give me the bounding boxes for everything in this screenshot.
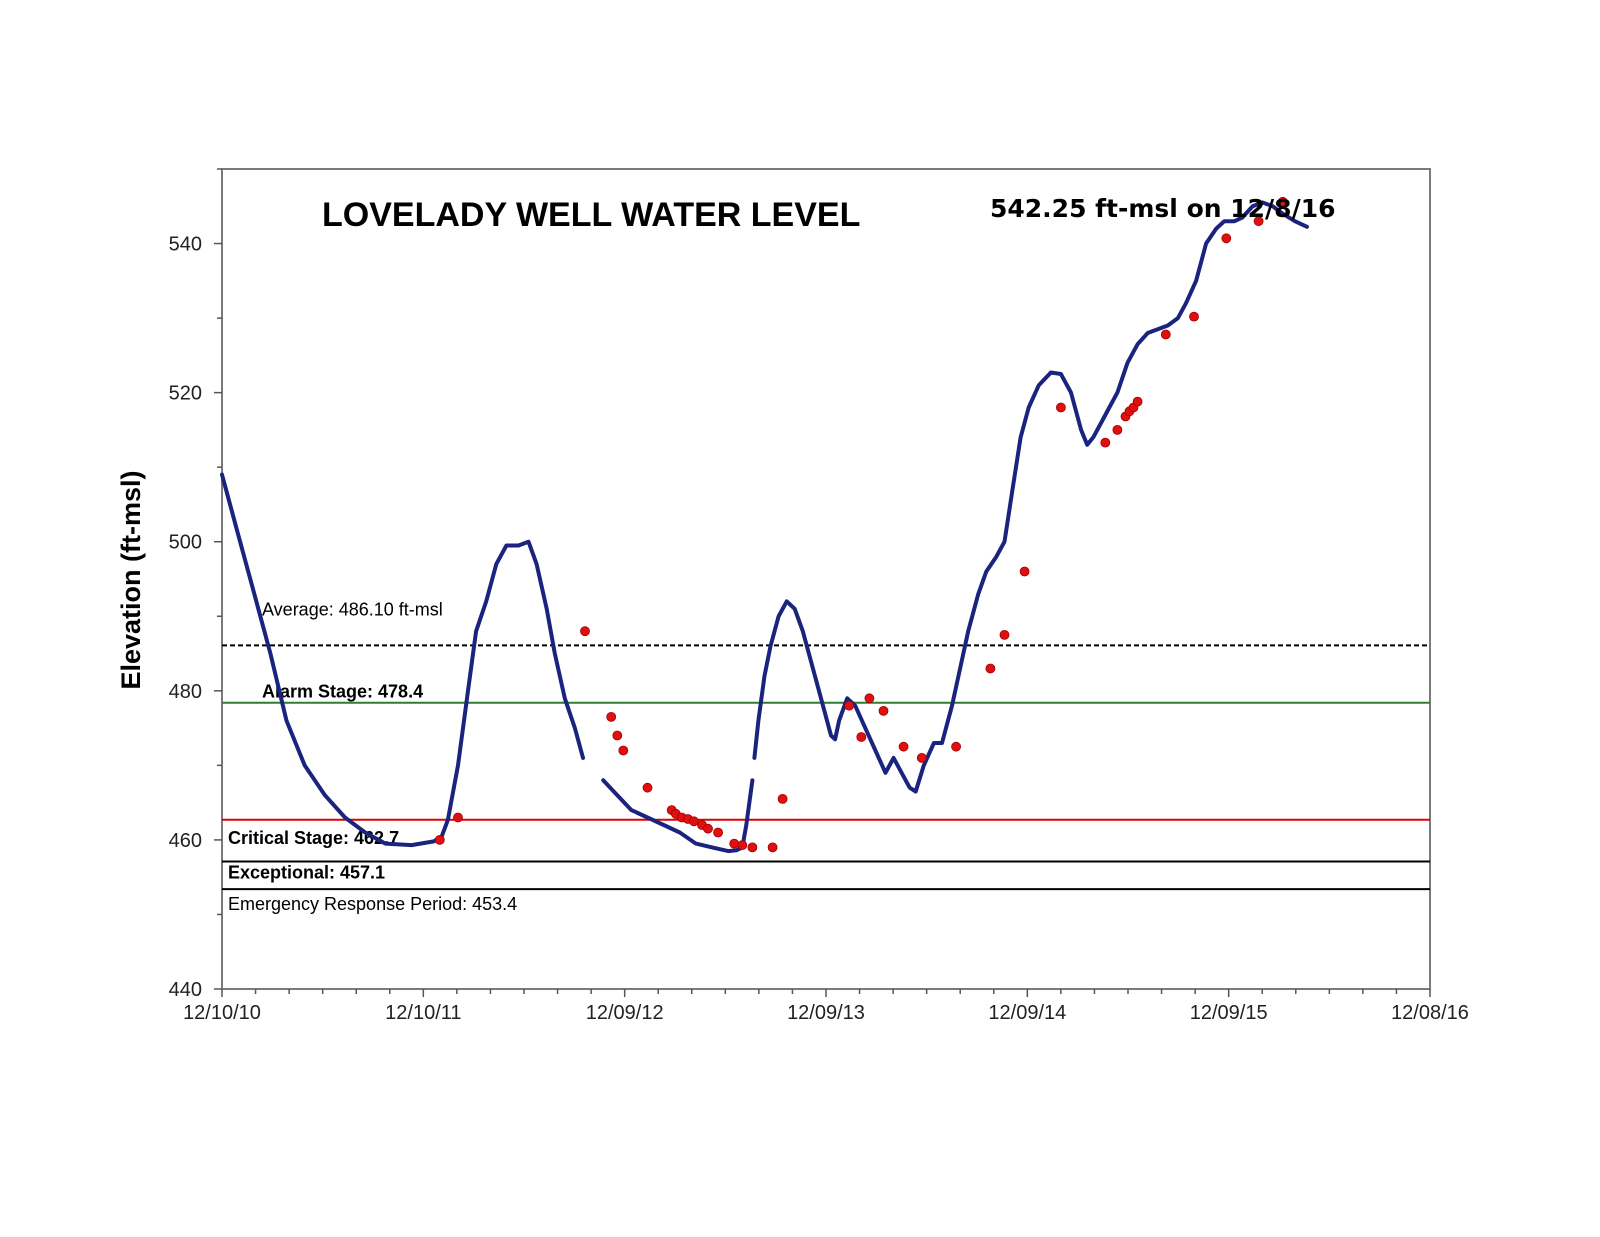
y-tick-label: 500 bbox=[169, 532, 202, 554]
data-point bbox=[580, 626, 590, 637]
data-point bbox=[737, 840, 748, 850]
data-point bbox=[642, 782, 653, 793]
y-axis-label: Elevation (ft-msl) bbox=[116, 470, 146, 689]
data-point bbox=[767, 842, 778, 853]
data-point bbox=[606, 712, 617, 722]
reference-line-label: Alarm Stage: 478.4 bbox=[262, 682, 423, 702]
y-axis: 440 460 480 500 520 540 bbox=[169, 168, 222, 1001]
data-point bbox=[618, 745, 629, 756]
x-tick-label: 12/09/13 bbox=[787, 1002, 865, 1024]
data-point bbox=[1019, 566, 1030, 577]
x-tick-label: 12/10/10 bbox=[183, 1002, 261, 1024]
x-tick-label: 12/10/11 bbox=[385, 1002, 461, 1024]
data-point bbox=[1277, 196, 1288, 207]
data-point bbox=[1253, 216, 1264, 227]
data-point bbox=[1132, 396, 1143, 407]
series-group bbox=[220, 196, 1309, 854]
data-point bbox=[689, 816, 699, 827]
reference-line-label: Average: 486.10 ft-msl bbox=[262, 599, 443, 619]
plot-area bbox=[221, 168, 1431, 990]
data-point bbox=[985, 663, 996, 674]
y-tick-label: 460 bbox=[169, 830, 202, 852]
data-point bbox=[1100, 437, 1111, 448]
data-point bbox=[1189, 311, 1199, 322]
data-point bbox=[453, 812, 463, 823]
data-point bbox=[729, 838, 740, 849]
data-point bbox=[916, 753, 927, 763]
y-tick-label: 480 bbox=[169, 681, 202, 703]
data-point bbox=[864, 693, 875, 704]
data-point bbox=[612, 730, 623, 741]
data-point bbox=[777, 794, 788, 804]
reference-line-label: Exceptional: 457.1 bbox=[228, 863, 385, 883]
x-tick-label: 12/09/12 bbox=[586, 1002, 664, 1024]
x-tick-label: 12/09/14 bbox=[988, 1002, 1066, 1024]
chart-subtitle: 542.25 ft-msl on 12/8/16 bbox=[990, 194, 1336, 223]
data-point bbox=[713, 827, 723, 838]
data-point bbox=[1160, 329, 1171, 340]
data-point bbox=[1112, 424, 1123, 435]
reference-line-label: Critical Stage: 462.7 bbox=[228, 828, 399, 848]
data-point bbox=[1221, 233, 1232, 244]
data-point bbox=[844, 700, 855, 711]
data-point bbox=[878, 706, 889, 716]
data-point bbox=[999, 630, 1010, 640]
data-point bbox=[703, 823, 713, 834]
data-point bbox=[951, 741, 961, 752]
x-tick-label: 12/09/15 bbox=[1190, 1002, 1268, 1024]
y-tick-label: 440 bbox=[169, 979, 202, 1001]
data-point bbox=[898, 741, 909, 752]
reference-lines: Average: 486.10 ft-msl Alarm Stage: 478.4… bbox=[222, 599, 1430, 914]
x-tick-label: 12/08/16 bbox=[1391, 1002, 1469, 1024]
y-tick-label: 540 bbox=[169, 234, 202, 256]
data-point bbox=[434, 835, 445, 845]
series-line bbox=[752, 200, 1309, 794]
data-point bbox=[856, 732, 867, 742]
series-line bbox=[220, 472, 585, 848]
data-point bbox=[1056, 402, 1066, 413]
data-point bbox=[747, 842, 758, 853]
x-axis: 12/10/10 12/10/11 12/09/12 12/09/13 12/09/14… bbox=[183, 989, 1469, 1024]
reference-line-label: Emergency Response Period: 453.4 bbox=[228, 894, 517, 914]
y-tick-label: 520 bbox=[169, 383, 202, 405]
chart-title: LOVELADY WELL WATER LEVEL bbox=[322, 196, 860, 234]
